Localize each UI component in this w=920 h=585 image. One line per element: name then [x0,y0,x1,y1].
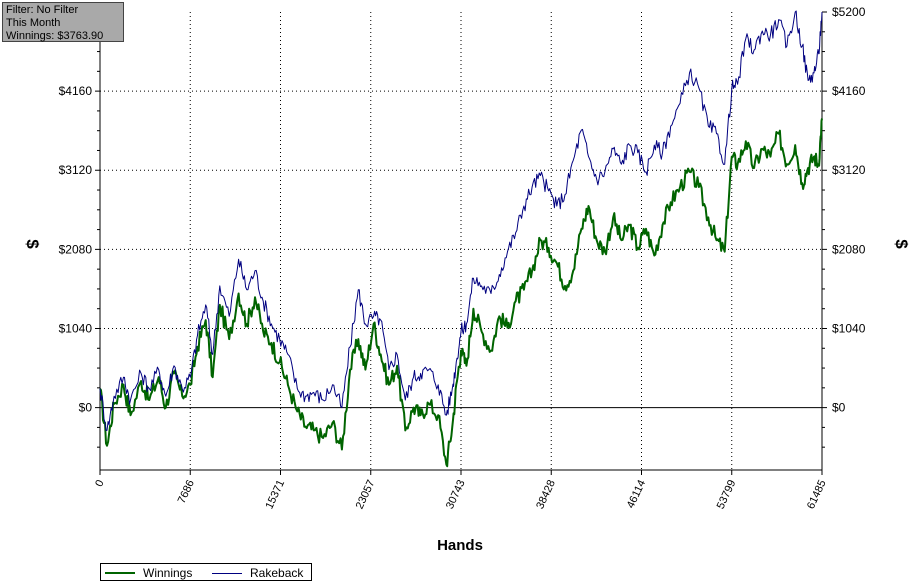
x-tick-label: 38428 [534,478,558,511]
y-tick-label-right: $4160 [832,84,866,98]
x-tick-label: 23057 [354,478,378,511]
x-tick-label: 7686 [176,478,197,505]
y-tick-label-left: $4160 [59,84,93,98]
grid [100,12,822,470]
winnings-text: Winnings: $3763.90 [6,30,104,42]
axes [95,11,827,475]
series-line-winnings [99,118,823,468]
y-tick-label-right: $0 [832,401,846,415]
x-tick-label: 0 [93,478,106,489]
tick-labels: 0 7686 15371 23057 30743 38428 46114 53799 61485… [59,5,866,511]
legend: Winnings Rakeback [100,563,312,581]
y-axis-title-left: $ [23,239,42,249]
x-tick-label: 61485 [805,478,829,511]
series-line-rakeback [99,10,823,431]
y-tick-label-left: $0 [79,401,93,415]
x-tick-label: 30743 [444,478,468,511]
info-box: Filter: No Filter This Month Winnings: $… [2,2,124,42]
y-tick-label-left: $2080 [59,242,93,256]
legend-swatch-winnings [105,572,135,574]
legend-item-winnings: Winnings [105,565,192,581]
legend-label-rakeback: Rakeback [250,566,304,580]
x-tick-label: 15371 [263,478,287,511]
y-tick-label-left: $3120 [59,163,93,177]
y-axis-title-right: $ [892,239,911,249]
y-tick-label-right: $3120 [832,163,866,177]
legend-label-winnings: Winnings [143,566,193,580]
x-tick-label: 46114 [625,478,648,510]
y-tick-label-left: $1040 [59,321,93,335]
series-lines [99,10,823,468]
y-tick-label-right: $5200 [832,5,866,19]
x-tick-label: 53799 [715,478,739,511]
legend-swatch-rakeback [212,572,242,574]
x-axis-title: Hands [437,537,483,554]
y-tick-label-right: $2080 [832,242,866,256]
y-tick-label-right: $1040 [832,321,866,335]
filter-text: Filter: No Filter [6,4,79,16]
legend-item-rakeback: Rakeback [212,565,303,581]
period-text: This Month [6,17,61,29]
